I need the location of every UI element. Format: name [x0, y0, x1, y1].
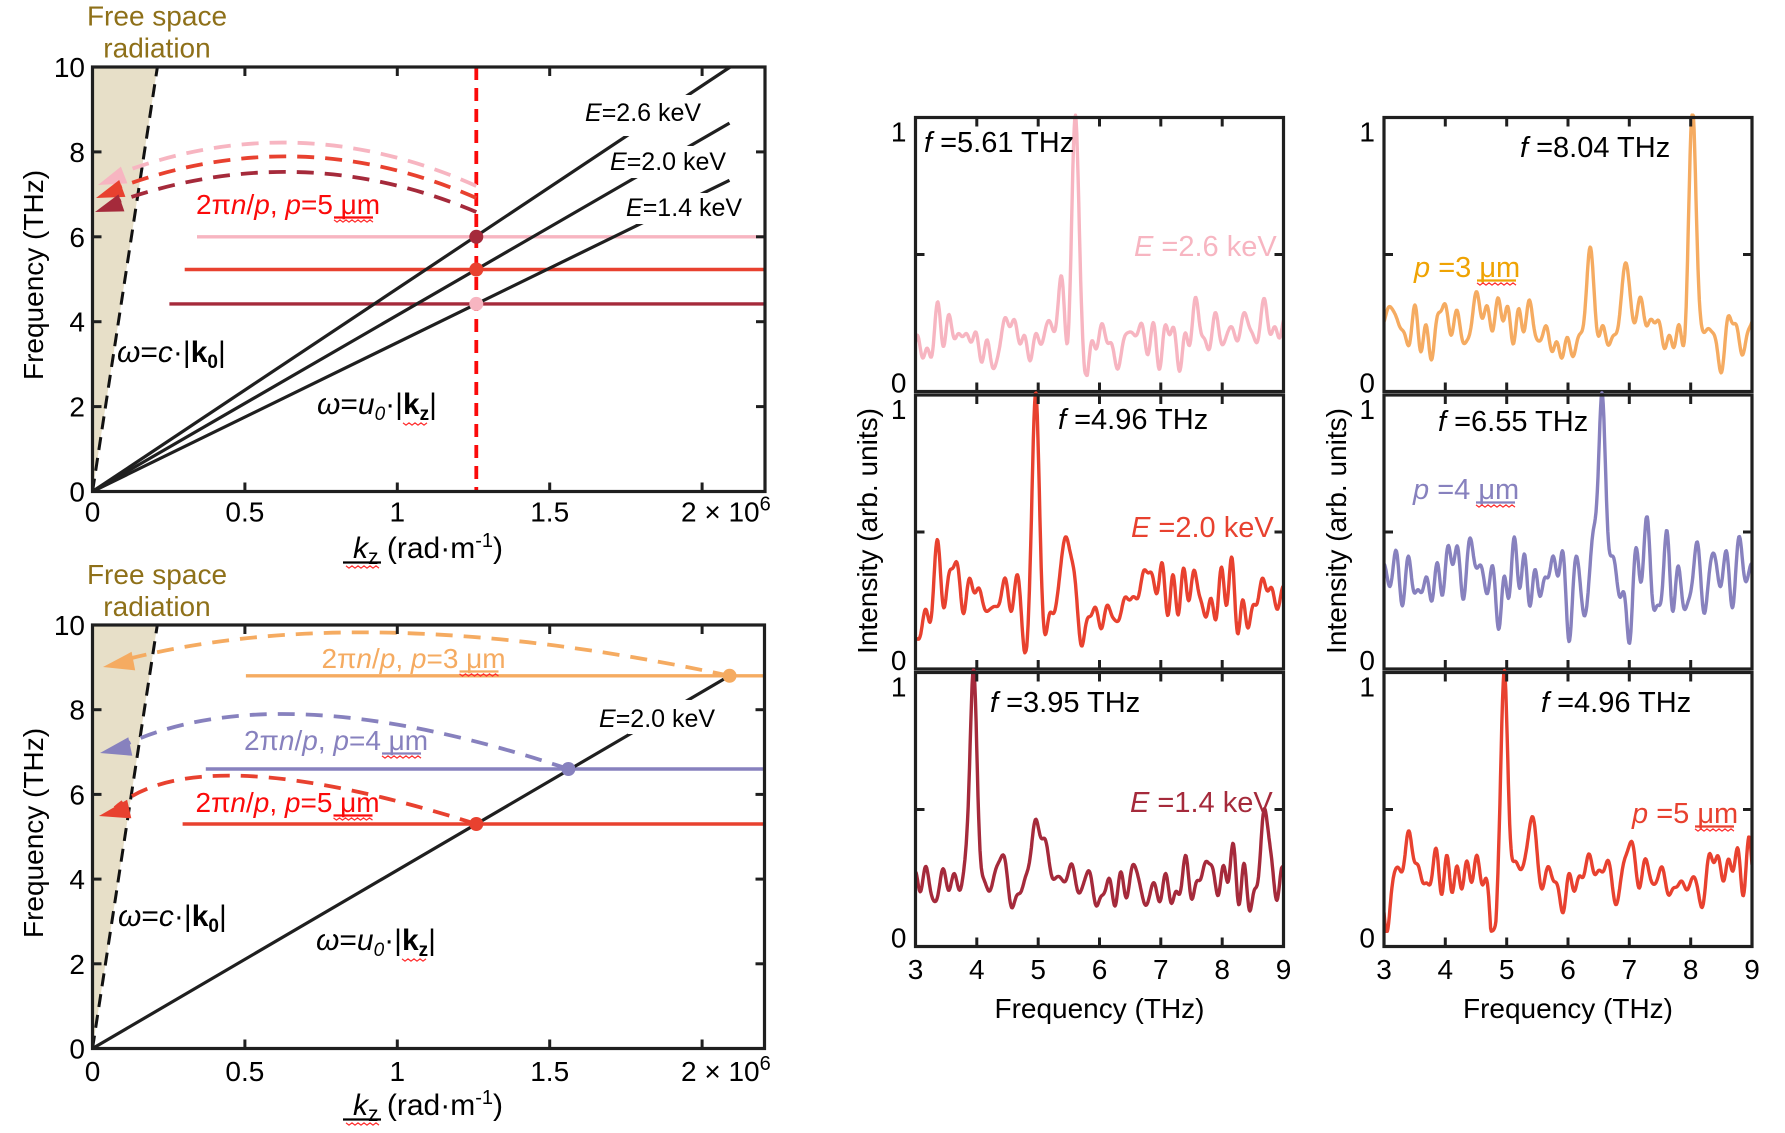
svg-text:radiation: radiation	[103, 33, 210, 64]
svg-text:f =5.61 THz: f =5.61 THz	[924, 127, 1074, 159]
svg-text:0.5: 0.5	[225, 1056, 264, 1087]
svg-text:9: 9	[1744, 954, 1760, 985]
svg-text:8: 8	[69, 137, 85, 168]
svg-text:0: 0	[891, 368, 907, 399]
svg-text:4: 4	[69, 307, 85, 338]
svg-text:Intensity (arb. units): Intensity (arb. units)	[1321, 408, 1352, 654]
svg-text:f =3.95 THz: f =3.95 THz	[990, 687, 1140, 719]
svg-text:Frequency (THz): Frequency (THz)	[18, 728, 49, 938]
svg-text:6: 6	[69, 779, 85, 810]
svg-text:1: 1	[1359, 117, 1375, 148]
svg-text:2πn/p, p=3 μm: 2πn/p, p=3 μm	[322, 643, 506, 674]
svg-text:Frequency (THz): Frequency (THz)	[1463, 993, 1673, 1024]
svg-text:E=1.4 keV: E=1.4 keV	[626, 194, 742, 222]
svg-text:2πn/p, p=4 μm: 2πn/p, p=4 μm	[244, 725, 428, 756]
svg-text:0: 0	[1359, 645, 1375, 676]
svg-text:kz (rad·m-1): kz (rad·m-1)	[353, 530, 503, 569]
svg-text:ω=c·|k0|: ω=c·|k0|	[117, 336, 226, 373]
svg-text:f =4.96 THz: f =4.96 THz	[1541, 687, 1691, 719]
svg-text:Free space: Free space	[87, 559, 227, 590]
svg-text:E =2.0 keV: E =2.0 keV	[1131, 512, 1274, 544]
svg-text:1: 1	[390, 497, 406, 528]
svg-text:6: 6	[69, 222, 85, 253]
svg-text:ω=u0·|kz|: ω=u0·|kz|	[317, 388, 437, 425]
svg-text:2πn/p, p=5 μm: 2πn/p, p=5 μm	[196, 787, 380, 818]
svg-text:Frequency (THz): Frequency (THz)	[18, 170, 49, 380]
svg-text:9: 9	[1276, 954, 1292, 985]
svg-text:10: 10	[54, 610, 85, 641]
svg-text:4: 4	[969, 954, 985, 985]
svg-text:1: 1	[1359, 672, 1375, 703]
svg-text:2 × 106: 2 × 106	[681, 1053, 771, 1087]
svg-text:p =5 μm: p =5 μm	[1631, 798, 1738, 830]
svg-text:Free space: Free space	[87, 1, 227, 32]
svg-text:0: 0	[85, 497, 101, 528]
svg-text:0: 0	[69, 477, 85, 508]
svg-text:f =8.04 THz: f =8.04 THz	[1520, 132, 1670, 164]
svg-text:8: 8	[1214, 954, 1230, 985]
svg-text:0: 0	[1359, 923, 1375, 954]
svg-text:0.5: 0.5	[225, 497, 264, 528]
svg-text:1.5: 1.5	[530, 497, 569, 528]
svg-text:4: 4	[69, 864, 85, 895]
svg-text:Frequency (THz): Frequency (THz)	[994, 993, 1204, 1024]
svg-text:E =2.6 keV: E =2.6 keV	[1134, 231, 1277, 263]
svg-text:Intensity (arb. units): Intensity (arb. units)	[852, 408, 883, 654]
svg-text:ω=u0·|kz|: ω=u0·|kz|	[316, 924, 436, 961]
svg-text:3: 3	[1376, 954, 1392, 985]
svg-text:f =6.55 THz: f =6.55 THz	[1438, 406, 1588, 438]
svg-text:3: 3	[908, 954, 924, 985]
svg-text:E=2.0 keV: E=2.0 keV	[599, 705, 715, 733]
svg-text:f =4.96 THz: f =4.96 THz	[1058, 404, 1208, 436]
svg-text:0: 0	[85, 1056, 101, 1087]
svg-text:4: 4	[1438, 954, 1454, 985]
svg-text:E=2.6 keV: E=2.6 keV	[585, 99, 701, 127]
svg-text:7: 7	[1622, 954, 1638, 985]
svg-text:ω=c·|k0|: ω=c·|k0|	[118, 900, 227, 937]
svg-text:10: 10	[54, 52, 85, 83]
svg-text:7: 7	[1153, 954, 1169, 985]
svg-text:p =3 μm: p =3 μm	[1413, 252, 1520, 284]
svg-text:1: 1	[891, 672, 907, 703]
svg-text:6: 6	[1560, 954, 1576, 985]
svg-text:1: 1	[1359, 394, 1375, 425]
svg-text:radiation: radiation	[103, 591, 210, 622]
svg-text:2 × 106: 2 × 106	[681, 494, 771, 528]
svg-text:E=2.0 keV: E=2.0 keV	[610, 148, 726, 176]
svg-text:0: 0	[891, 923, 907, 954]
svg-text:2: 2	[69, 949, 85, 980]
svg-text:0: 0	[69, 1034, 85, 1065]
svg-text:p =4 μm: p =4 μm	[1412, 474, 1519, 506]
svg-text:kz (rad·m-1): kz (rad·m-1)	[353, 1087, 503, 1126]
svg-text:8: 8	[1683, 954, 1699, 985]
svg-text:E =1.4 keV: E =1.4 keV	[1130, 787, 1273, 819]
svg-text:1.5: 1.5	[530, 1056, 569, 1087]
svg-text:5: 5	[1030, 954, 1046, 985]
svg-text:1: 1	[891, 394, 907, 425]
svg-text:1: 1	[390, 1056, 406, 1087]
svg-text:2πn/p, p=5 μm: 2πn/p, p=5 μm	[196, 189, 380, 220]
svg-text:5: 5	[1499, 954, 1515, 985]
svg-text:6: 6	[1092, 954, 1108, 985]
svg-text:1: 1	[891, 117, 907, 148]
svg-text:0: 0	[1359, 368, 1375, 399]
svg-text:2: 2	[69, 392, 85, 423]
svg-text:0: 0	[891, 645, 907, 676]
svg-text:8: 8	[69, 695, 85, 726]
